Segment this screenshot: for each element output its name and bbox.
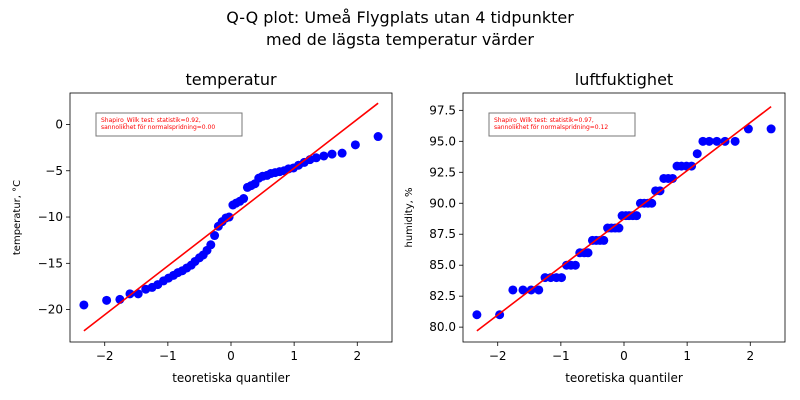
- humidity-data-point: [647, 198, 657, 208]
- temperature-annotation-text: sannolikhet för normalspridning=0.00: [101, 124, 215, 131]
- temperature-y-tick-label: −15: [38, 256, 63, 270]
- humidity-data-point: [570, 260, 580, 270]
- humidity-y-tick-label: 87.5: [429, 227, 456, 241]
- temperature-y-tick-label: 0: [55, 117, 63, 131]
- temperature-x-tick-label: 2: [353, 349, 361, 363]
- temperature-reference-line: [83, 102, 379, 332]
- temperature-data-point: [79, 300, 89, 310]
- humidity-plot-title: luftfuktighet: [575, 70, 673, 89]
- humidity-x-tick-label: 0: [620, 349, 628, 363]
- humidity-data-point: [692, 149, 702, 159]
- humidity-y-tick-label: 97.5: [429, 103, 456, 117]
- temperature-data-point: [311, 153, 321, 163]
- humidity-annotation-text: Shapiro_Wilk test: statistik=0.97,: [494, 117, 594, 124]
- humidity-data-point: [743, 124, 753, 134]
- temperature-y-tick-label: −20: [38, 303, 63, 317]
- temperature-y-axis-label: temperatur, °C: [12, 180, 23, 255]
- temperature-x-axis-label: teoretiska quantiler: [172, 371, 290, 385]
- humidity-y-axis-label: humidity, %: [404, 187, 415, 247]
- humidity-x-tick-label: −2: [489, 349, 507, 363]
- humidity-data-point: [712, 136, 722, 146]
- temperature-data-point: [239, 194, 249, 204]
- humidity-y-tick-label: 90.0: [429, 196, 456, 210]
- humidity-x-tick-label: −1: [552, 349, 570, 363]
- temperature-x-tick-label: 1: [290, 349, 298, 363]
- humidity-data-point: [698, 136, 708, 146]
- temperature-plot-title: temperatur: [185, 70, 277, 89]
- humidity-y-tick-label: 80.0: [429, 320, 456, 334]
- temperature-x-tick-label: −2: [96, 349, 114, 363]
- humidity-x-axis-label: teoretiska quantiler: [565, 371, 683, 385]
- humidity-x-tick-label: 1: [683, 349, 691, 363]
- temperature-data-point: [319, 151, 329, 161]
- humidity-data-point: [518, 285, 528, 295]
- temperature-y-tick-label: −10: [38, 210, 63, 224]
- temperature-data-point: [350, 140, 360, 150]
- humidity-annotation-box: [488, 112, 636, 137]
- figure-title-line-2: med de lägsta temperatur värder: [266, 30, 534, 49]
- humidity-data-point: [599, 235, 609, 245]
- humidity-annotation-text: sannolikhet för normalspridning=0.12: [494, 124, 608, 131]
- humidity-x-tick-label: 2: [746, 349, 754, 363]
- humidity-y-tick-label: 92.5: [429, 165, 456, 179]
- temperature-annotation-text: Shapiro_Wilk test: statistik=0.92,: [101, 117, 201, 124]
- temperature-data-point: [102, 295, 112, 305]
- humidity-data-point: [583, 248, 593, 258]
- temperature-data-point: [373, 132, 383, 142]
- humidity-data-point: [766, 124, 776, 134]
- temperature-data-point: [206, 240, 216, 250]
- humidity-data-point: [472, 310, 482, 320]
- humidity-data-point: [508, 285, 518, 295]
- temperature-x-tick-label: −1: [159, 349, 177, 363]
- humidity-data-point: [614, 223, 624, 233]
- temperature-x-tick-label: 0: [227, 349, 235, 363]
- humidity-y-tick-label: 95.0: [429, 134, 456, 148]
- humidity-data-point: [730, 136, 740, 146]
- temperature-y-tick-label: −5: [45, 164, 63, 178]
- humidity-reference-line: [476, 105, 772, 332]
- figure-title-line-1: Q-Q plot: Umeå Flygplats utan 4 tidpunkt…: [226, 8, 574, 27]
- temperature-annotation-box: [95, 112, 243, 137]
- temperature-data-point: [327, 149, 337, 159]
- humidity-data-point: [632, 211, 642, 221]
- humidity-data-point: [704, 136, 714, 146]
- humidity-y-tick-label: 85.0: [429, 258, 456, 272]
- humidity-y-tick-label: 82.5: [429, 289, 456, 303]
- humidity-data-point: [534, 285, 544, 295]
- humidity-data-point: [556, 273, 566, 283]
- temperature-data-point: [337, 148, 347, 158]
- temperature-data-point: [210, 231, 220, 241]
